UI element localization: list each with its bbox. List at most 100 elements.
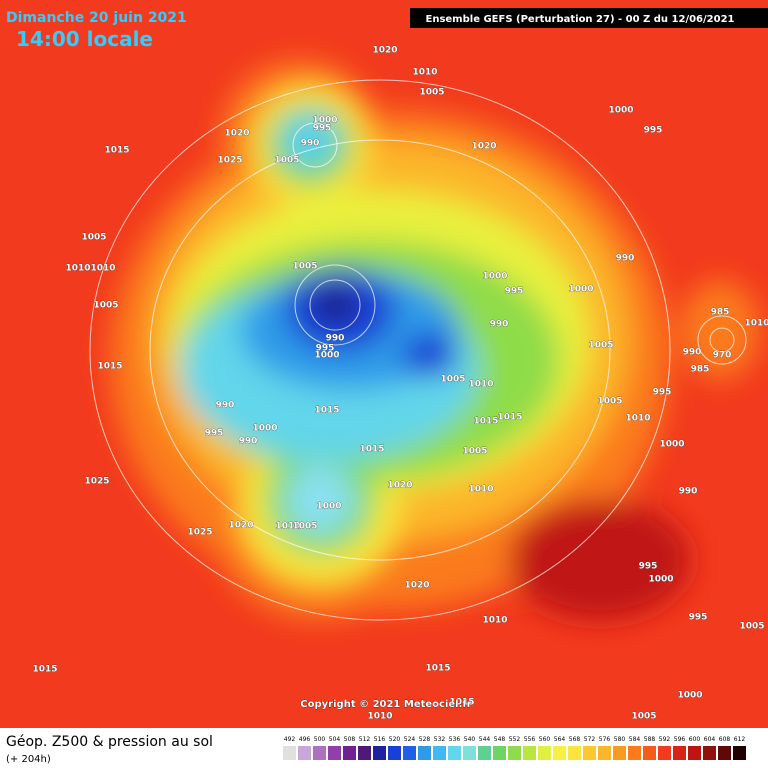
scale-tick-label: 612 bbox=[734, 736, 746, 743]
isobar-label: 995 bbox=[653, 388, 672, 398]
scale-tick-label: 560 bbox=[539, 736, 551, 743]
scale-tick-label: 512 bbox=[359, 736, 371, 743]
isobar-label: 995 bbox=[639, 562, 658, 572]
model-info: Ensemble GEFS (Perturbation 27) - 00 Z d… bbox=[426, 14, 735, 25]
isobar-label: 1005 bbox=[440, 375, 465, 385]
scale-swatch bbox=[373, 746, 386, 760]
isobar-label: 985 bbox=[711, 308, 730, 318]
isobar-label: 1000 bbox=[312, 116, 337, 126]
scale-swatch bbox=[358, 746, 371, 760]
scale-tick-label: 588 bbox=[644, 736, 656, 743]
isobar-label: 1005 bbox=[292, 262, 317, 272]
scale-tick-label: 504 bbox=[329, 736, 341, 743]
isobar-label: 1010 bbox=[412, 68, 437, 78]
scale-swatch bbox=[553, 746, 566, 760]
isobar-label: 1005 bbox=[419, 88, 444, 98]
scale-swatch bbox=[613, 746, 626, 760]
scale-tick-label: 548 bbox=[494, 736, 506, 743]
scale-tick-label: 600 bbox=[689, 736, 701, 743]
scale-tick-label: 552 bbox=[509, 736, 521, 743]
scale-swatch bbox=[523, 746, 536, 760]
copyright: Copyright © 2021 Meteociel.fr bbox=[300, 699, 471, 710]
scale-tick-label: 568 bbox=[569, 736, 581, 743]
legend-title: Géop. Z500 & pression au sol bbox=[6, 734, 213, 750]
scale-tick-label: 540 bbox=[464, 736, 476, 743]
scale-swatch bbox=[733, 746, 746, 760]
scale-swatch bbox=[478, 746, 491, 760]
scale-tick-label: 516 bbox=[374, 736, 386, 743]
scale-swatch bbox=[568, 746, 581, 760]
scale-swatch bbox=[403, 746, 416, 760]
isobar-label: 1000 bbox=[677, 691, 702, 701]
isobar-label: 1005 bbox=[93, 301, 118, 311]
scale-tick-label: 604 bbox=[704, 736, 716, 743]
isobar-label: 1005 bbox=[292, 522, 317, 532]
scale-tick-label: 556 bbox=[524, 736, 536, 743]
isobar-label: 1020 bbox=[224, 129, 249, 139]
isobar-label: 995 bbox=[689, 613, 708, 623]
scale-tick-label: 508 bbox=[344, 736, 356, 743]
scale-swatch bbox=[463, 746, 476, 760]
isobar-label: 1010 bbox=[468, 380, 493, 390]
isobar-label: 1010 bbox=[275, 522, 300, 532]
isobar-label: 970 bbox=[713, 351, 732, 361]
isobar-label: 990 bbox=[616, 254, 635, 264]
isobar-label: 1015 bbox=[497, 413, 522, 423]
scale-tick-label: 496 bbox=[299, 736, 311, 743]
local-time: 14:00 locale bbox=[16, 27, 153, 51]
map-field bbox=[0, 0, 768, 728]
scale-swatch bbox=[328, 746, 341, 760]
isobar-label: 990 bbox=[683, 348, 702, 358]
isobar-label: 1005 bbox=[739, 622, 764, 632]
isobar-label: 1000 bbox=[482, 272, 507, 282]
isobar-label: 1000 bbox=[608, 106, 633, 116]
scale-tick-label: 564 bbox=[554, 736, 566, 743]
isobar-label: 990 bbox=[679, 487, 698, 497]
scale-tick-label: 524 bbox=[404, 736, 416, 743]
scale-tick-label: 608 bbox=[719, 736, 731, 743]
isobar-label: 990 bbox=[490, 320, 509, 330]
scale-swatch bbox=[433, 746, 446, 760]
isobar-label: 1015 bbox=[449, 698, 474, 708]
scale-tick-label: 532 bbox=[434, 736, 446, 743]
isobar-label: 1015 bbox=[425, 664, 450, 674]
isobar-label: 1025 bbox=[84, 477, 109, 487]
scale-tick-label: 492 bbox=[284, 736, 296, 743]
isobar-label: 1025 bbox=[187, 528, 212, 538]
isobar-label: 995 bbox=[313, 124, 332, 134]
isobar-label: 1025 bbox=[217, 156, 242, 166]
scale-tick-label: 528 bbox=[419, 736, 431, 743]
scale-tick-label: 520 bbox=[389, 736, 401, 743]
scale-tick-label: 592 bbox=[659, 736, 671, 743]
isobar-label: 1010 bbox=[625, 414, 650, 424]
scale-swatch bbox=[703, 746, 716, 760]
scale-swatch bbox=[598, 746, 611, 760]
color-scale: 492 496 500 504 508 512 516 520 524 528 532 536 540 5… bbox=[283, 736, 746, 760]
isobar-label: 1010 bbox=[367, 712, 392, 722]
isobar-label: 1020 bbox=[372, 46, 397, 56]
isobar-label: 1015 bbox=[97, 362, 122, 372]
scale-tick-label: 572 bbox=[584, 736, 596, 743]
isobar-label: 995 bbox=[644, 126, 663, 136]
scale-swatch bbox=[538, 746, 551, 760]
scale-tick-label: 584 bbox=[629, 736, 641, 743]
isobar-label: 1015 bbox=[473, 417, 498, 427]
scale-swatch bbox=[283, 746, 296, 760]
isobar-label: 1005 bbox=[588, 341, 613, 351]
isobar-label: 1005 bbox=[81, 233, 106, 243]
lead-time: (+ 204h) bbox=[6, 754, 51, 765]
scale-swatch bbox=[583, 746, 596, 760]
scale-swatch bbox=[388, 746, 401, 760]
scale-swatch bbox=[493, 746, 506, 760]
isobar-label: 985 bbox=[691, 365, 710, 375]
scale-tick-label: 596 bbox=[674, 736, 686, 743]
isobar-label: 995 bbox=[205, 429, 224, 439]
scale-tick-label: 500 bbox=[314, 736, 326, 743]
isobar-label: 1015 bbox=[32, 665, 57, 675]
scale-swatch bbox=[688, 746, 701, 760]
isobar-label: 1010 bbox=[482, 616, 507, 626]
scale-swatch bbox=[718, 746, 731, 760]
scale-tick-label: 544 bbox=[479, 736, 491, 743]
isobar-label: 1000 bbox=[252, 424, 277, 434]
